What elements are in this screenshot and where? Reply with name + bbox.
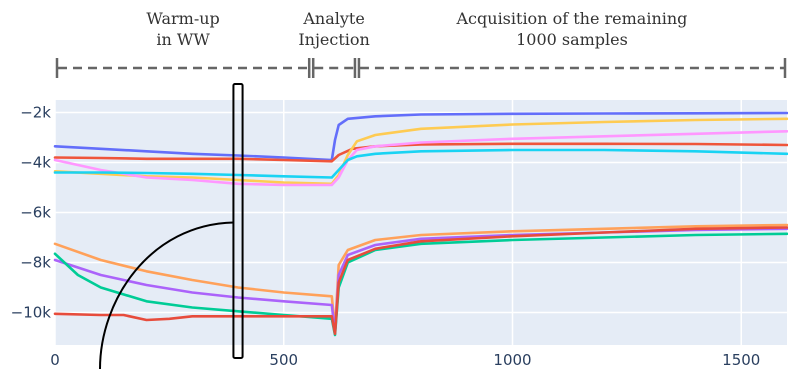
axes: 0 500 1000 1500 −2k −4k −6k −8k −10k — [11, 104, 761, 369]
y-tick-label: −4k — [20, 154, 51, 172]
series-line — [53, 111, 788, 162]
phase-timeline: Warm-up in WW Analyte Injection Acquisition … — [55, 9, 787, 78]
annotations — [99, 83, 244, 369]
series-lines — [53, 111, 788, 337]
series-line — [53, 226, 788, 336]
phase-label: Analyte — [302, 9, 364, 28]
x-tick-label: 0 — [50, 351, 60, 369]
callout-arc — [99, 221, 234, 369]
phase-label: Injection — [298, 30, 370, 49]
plot-area — [55, 100, 787, 345]
series-line — [53, 142, 788, 163]
series-line — [53, 148, 788, 179]
x-tick-label: 500 — [269, 351, 298, 369]
highlight-box — [232, 83, 244, 359]
y-tick-label: −2k — [20, 104, 51, 122]
phase-label: 1000 samples — [516, 30, 628, 49]
y-tick-label: −6k — [20, 204, 51, 222]
y-tick-label: −10k — [11, 304, 52, 322]
phase-label: Acquisition of the remaining — [456, 9, 688, 28]
x-tick-label: 1500 — [722, 351, 760, 369]
x-tick-label: 1000 — [493, 351, 531, 369]
series-line — [53, 130, 788, 187]
phase-label: in WW — [156, 30, 210, 49]
phase-label: Warm-up — [146, 9, 219, 28]
y-tick-label: −8k — [20, 254, 51, 272]
